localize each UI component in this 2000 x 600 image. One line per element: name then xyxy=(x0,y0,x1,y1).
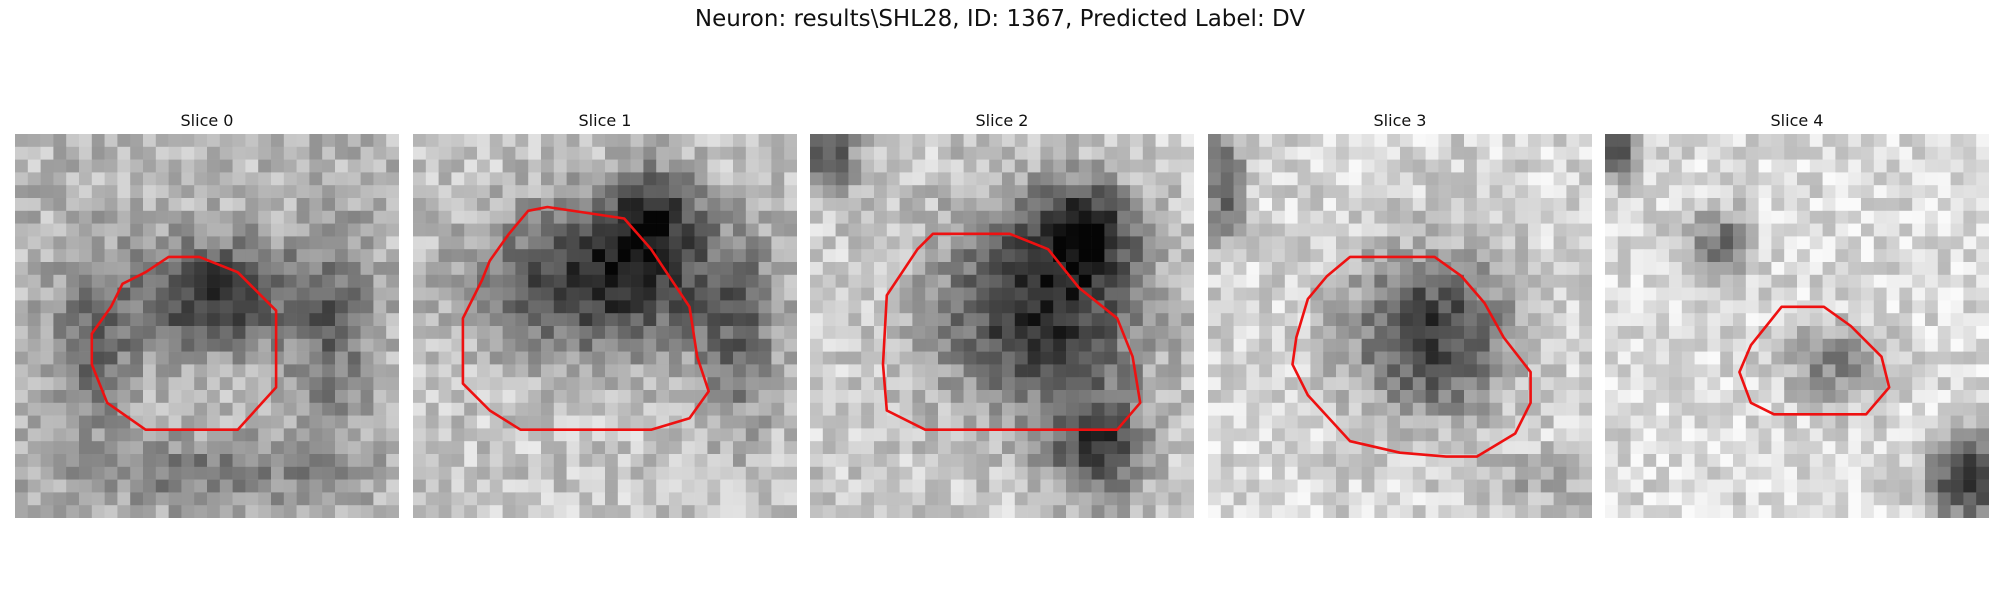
slice-image-4 xyxy=(1605,134,1989,518)
roi-contour-4 xyxy=(1738,305,1891,416)
slice-panel-2: Slice 2 xyxy=(810,108,1194,518)
roi-contour-1 xyxy=(461,205,711,432)
slice-title-0: Slice 0 xyxy=(180,111,234,130)
slice-panel-1: Slice 1 xyxy=(413,108,797,518)
slice-panel-4: Slice 4 xyxy=(1605,108,1989,518)
roi-contour-3 xyxy=(1291,255,1532,458)
slice-title-1: Slice 1 xyxy=(578,111,632,130)
slice-title-2: Slice 2 xyxy=(975,111,1029,130)
slice-image-1 xyxy=(413,134,797,518)
figure-title: Neuron: results\SHL28, ID: 1367, Predict… xyxy=(694,6,1306,32)
slice-image-3 xyxy=(1208,134,1592,518)
slice-image-2 xyxy=(810,134,1194,518)
slice-title-4: Slice 4 xyxy=(1770,111,1824,130)
slice-panel-3: Slice 3 xyxy=(1208,108,1592,518)
slice-panel-0: Slice 0 xyxy=(15,108,399,518)
slice-image-0 xyxy=(15,134,399,518)
roi-contour-2 xyxy=(881,232,1142,432)
slice-title-3: Slice 3 xyxy=(1373,111,1427,130)
roi-contour-0 xyxy=(90,255,278,432)
